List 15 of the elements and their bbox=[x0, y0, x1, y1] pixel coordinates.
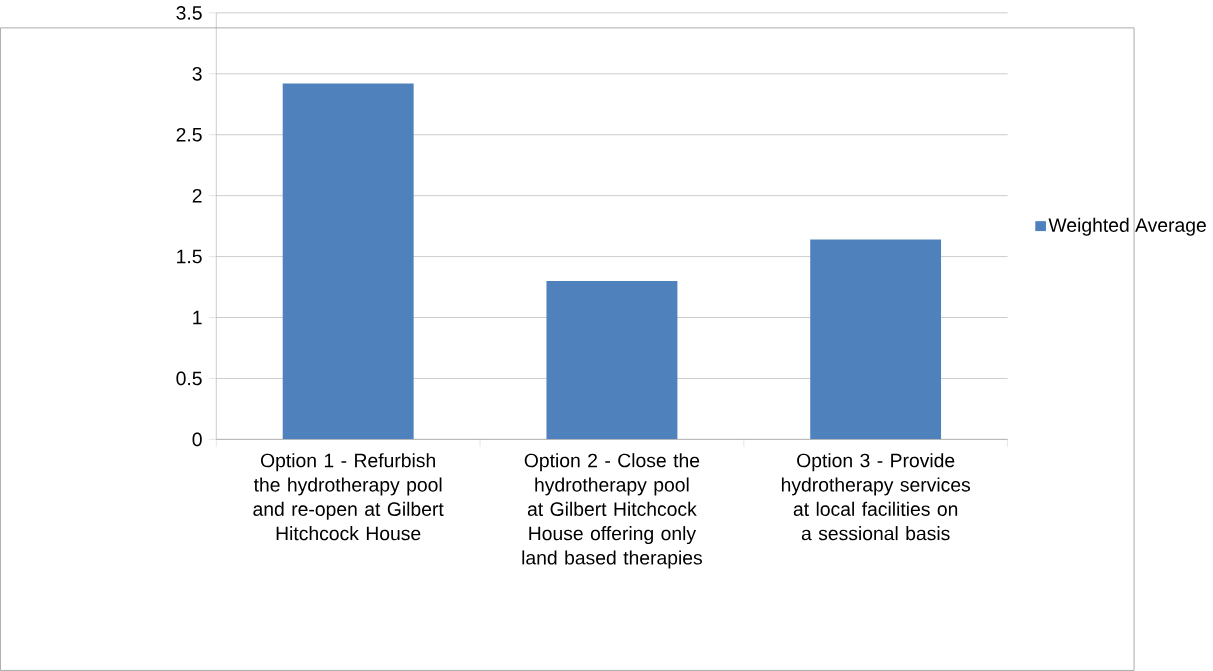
x-tick-label: Option 1 - Refurbish the hydrotherapy pool and re-open at Gilbert Hitchcock House bbox=[253, 453, 444, 541]
x-tick-label: Option 3 - Provide hydrotherapy services at local facilities on a sessional basis bbox=[781, 453, 971, 541]
x-tick-label: Option 2 - Close the hydrotherapy pool at Gilbert Hitchcock House offering only land based therapies bbox=[522, 453, 702, 569]
y-tick-label: 2.5 bbox=[176, 127, 202, 142]
y-tick-label: 3.5 bbox=[176, 6, 202, 20]
y-tick-label: 1 bbox=[193, 310, 202, 325]
y-tick-label: 1.5 bbox=[177, 249, 202, 264]
bar bbox=[546, 281, 678, 440]
y-tick-label: 0.5 bbox=[176, 371, 202, 386]
y-tick-label: 2 bbox=[192, 188, 202, 203]
y-tick-label: 3 bbox=[192, 67, 202, 81]
bar bbox=[810, 239, 942, 440]
bar bbox=[282, 83, 414, 440]
y-tick-label: 0 bbox=[192, 432, 202, 447]
legend-label: Weighted Average bbox=[1048, 217, 1206, 236]
